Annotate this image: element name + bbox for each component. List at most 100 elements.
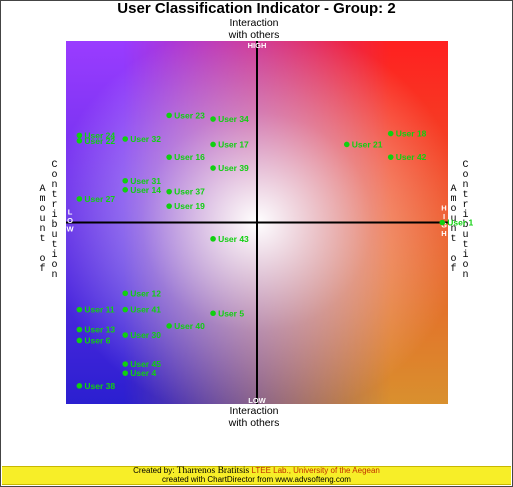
point-label: User 23: [174, 110, 205, 120]
lab-name: LTEE Lab., University of the Aegean: [251, 466, 380, 475]
top-axis-title: Interaction with others: [194, 17, 314, 41]
point-marker: [76, 138, 83, 144]
quadrant-label-bottom: LOW: [248, 396, 266, 405]
point-user-34: User 34: [210, 114, 249, 124]
point-user-38: User 38: [76, 381, 115, 391]
point-user-32: User 32: [122, 134, 161, 144]
creator-name: Tharrenos Bratitsis: [176, 466, 250, 476]
point-marker: [166, 323, 172, 329]
point-marker: [76, 326, 83, 333]
point-label: User 42: [396, 152, 427, 162]
point-label: User 39: [218, 163, 249, 173]
point-user-12: User 12: [122, 288, 161, 298]
point-label: User 4: [130, 368, 156, 378]
point-label: User 11: [84, 305, 115, 315]
point-marker: [76, 383, 83, 389]
point-label: User 5: [218, 308, 244, 318]
axes: HIGH LOW L O W H I G H: [66, 41, 448, 405]
point-marker: [76, 337, 83, 344]
chart-title: User Classification Indicator - Group: 2: [117, 0, 396, 17]
footer-created-by: Created by: Tharrenos Bratitsis LTEE Lab…: [2, 466, 511, 476]
top-axis-title-line2: with others: [228, 29, 280, 41]
point-marker: [76, 196, 83, 202]
point-user-40: User 40: [166, 321, 205, 331]
point-user-4: User 4: [122, 368, 156, 378]
point-user-17: User 17: [210, 139, 249, 149]
point-marker: [210, 236, 216, 242]
point-marker: [210, 165, 216, 171]
point-marker: [76, 306, 83, 313]
point-user-16: User 16: [166, 152, 205, 162]
point-label: User 17: [218, 139, 249, 149]
point-marker: [166, 188, 172, 195]
point-label: User 45: [130, 359, 161, 369]
left-axis-title-line1: Contribution: [49, 160, 60, 280]
bottom-axis-title-line1: Interaction: [229, 405, 279, 417]
point-user-24: User 24: [76, 130, 115, 140]
point-user-22: User 22: [76, 136, 115, 146]
point-label: User 31: [130, 176, 161, 186]
point-marker: [166, 154, 172, 160]
top-axis-title-line1: Interaction: [229, 17, 279, 29]
point-marker: [210, 141, 216, 148]
point-marker: [122, 370, 129, 376]
point-marker: [122, 361, 129, 367]
point-user-6: User 6: [76, 335, 111, 345]
point-marker: [122, 332, 129, 338]
point-marker: [122, 177, 129, 184]
point-user-23: User 23: [166, 110, 205, 120]
bottom-axis-title: Interaction with others: [194, 405, 314, 429]
point-marker: [387, 154, 394, 160]
point-user-13: User 13: [76, 325, 115, 335]
point-label: User 43: [218, 234, 249, 244]
point-marker: [387, 130, 394, 137]
point-label: User 22: [84, 136, 115, 146]
point-user-43: User 43: [210, 234, 249, 244]
point-label: User 19: [174, 201, 205, 211]
point-marker: [122, 290, 129, 297]
point-label: User 27: [84, 194, 115, 204]
right-axis-title-line1: Contribution: [460, 160, 471, 280]
point-label: User 12: [130, 288, 161, 298]
point-user-31: User 31: [122, 176, 161, 186]
point-marker: [76, 132, 83, 139]
point-user-1: User 1: [439, 218, 474, 228]
point-user-19: User 19: [166, 201, 205, 211]
footer-chart-credit: created with ChartDirector from www.advs…: [162, 474, 351, 484]
point-label: User 38: [84, 381, 115, 391]
point-user-37: User 37: [166, 187, 205, 197]
point-label: User 40: [174, 321, 205, 331]
point-label: User 37: [174, 187, 205, 197]
point-label: User 34: [218, 114, 249, 124]
point-marker: [122, 306, 129, 313]
point-label: User 32: [130, 134, 161, 144]
point-marker: [122, 136, 129, 142]
point-user-5: User 5: [210, 308, 244, 318]
point-label: User 30: [130, 330, 161, 340]
point-label: User 18: [396, 129, 427, 139]
point-label: User 14: [130, 185, 161, 195]
point-user-18: User 18: [387, 129, 427, 139]
point-marker: [343, 141, 350, 148]
point-user-21: User 21: [343, 139, 383, 149]
footer-credits: Created by: Tharrenos Bratitsis LTEE Lab…: [2, 466, 511, 485]
point-user-45: User 45: [122, 359, 161, 369]
left-axis-title-line2: Amount of: [37, 184, 48, 274]
point-marker: [210, 116, 216, 122]
point-marker: [166, 112, 172, 119]
point-label: User 24: [84, 130, 115, 140]
point-label: User 21: [352, 139, 383, 149]
point-user-27: User 27: [76, 194, 115, 204]
quadrant-label-top: HIGH: [248, 41, 267, 50]
bottom-axis-title-line2: with others: [228, 417, 280, 429]
point-user-39: User 39: [210, 163, 249, 173]
point-marker: [439, 219, 446, 226]
point-marker: [166, 203, 172, 209]
point-label: User 6: [84, 335, 110, 345]
point-label: User 1: [447, 218, 473, 228]
point-user-11: User 11: [76, 305, 115, 315]
point-marker: [210, 310, 216, 317]
